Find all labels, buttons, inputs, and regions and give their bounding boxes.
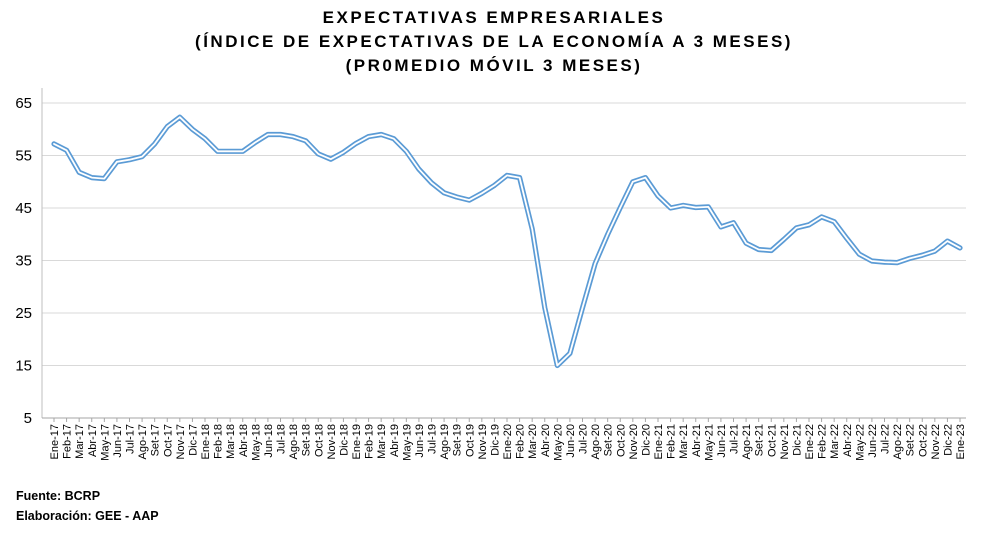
x-tick-label: Jul-20 <box>578 424 590 454</box>
y-tick-label: 15 <box>15 358 32 375</box>
y-tick-label: 35 <box>15 253 32 270</box>
x-tick-label: Abr-21 <box>691 424 703 457</box>
x-tick-label: Jun-21 <box>716 424 728 458</box>
x-tick-label: May-17 <box>99 424 111 461</box>
x-tick-label: Ago-18 <box>288 424 300 459</box>
x-tick-label: Nov-18 <box>326 424 338 459</box>
x-tick-label: Mar-18 <box>225 424 237 459</box>
x-tick-label: Dic-19 <box>489 424 501 456</box>
x-tick-label: Oct-17 <box>162 424 174 457</box>
x-tick-label: Jun-22 <box>867 424 879 458</box>
x-tick-label: Ago-20 <box>590 424 602 459</box>
x-tick-label: Dic-22 <box>942 424 954 456</box>
elaboration-note: Elaboración: GEE - AAP <box>16 509 159 523</box>
x-tick-label: Set-17 <box>150 424 162 456</box>
x-tick-label: Feb-22 <box>817 424 829 459</box>
x-tick-label: Set-19 <box>452 424 464 456</box>
x-tick-label: Oct-20 <box>615 424 627 457</box>
x-tick-label: Nov-17 <box>175 424 187 459</box>
y-tick-label: 45 <box>15 200 32 217</box>
x-tick-label: May-18 <box>250 424 262 461</box>
x-tick-label: Abr-17 <box>87 424 99 457</box>
x-tick-label: Feb-18 <box>213 424 225 459</box>
x-tick-label: Ago-22 <box>892 424 904 459</box>
x-tick-label: Jun-20 <box>565 424 577 458</box>
y-tick-label: 55 <box>15 148 32 165</box>
x-tick-label: Jun-19 <box>414 424 426 458</box>
x-tick-label: Feb-17 <box>62 424 74 459</box>
x-tick-label: Abr-20 <box>540 424 552 457</box>
x-tick-label: Ene-17 <box>49 424 61 459</box>
x-tick-label: Oct-22 <box>917 424 929 457</box>
x-tick-label: Dic-20 <box>640 424 652 456</box>
x-tick-label: Feb-19 <box>364 424 376 459</box>
x-tick-label: Mar-17 <box>74 424 86 459</box>
x-tick-label: Jul-18 <box>276 424 288 454</box>
x-tick-label: Dic-17 <box>187 424 199 456</box>
x-tick-label: Oct-19 <box>464 424 476 457</box>
x-tick-label: Nov-22 <box>930 424 942 459</box>
x-tick-label: Ene-22 <box>804 424 816 459</box>
x-tick-label: Abr-19 <box>389 424 401 457</box>
x-tick-label: Nov-19 <box>477 424 489 459</box>
x-tick-label: Ene-18 <box>200 424 212 459</box>
x-tick-label: Jul-22 <box>880 424 892 454</box>
x-tick-label: Dic-18 <box>338 424 350 456</box>
x-tick-label: Ago-21 <box>741 424 753 459</box>
y-tick-label: 25 <box>15 305 32 322</box>
x-tick-label: Jul-19 <box>427 424 439 454</box>
x-tick-label: May-21 <box>703 424 715 461</box>
series-line-outer <box>51 114 963 369</box>
x-tick-label: May-22 <box>854 424 866 461</box>
x-tick-label: Abr-18 <box>238 424 250 457</box>
x-tick-label: Ago-17 <box>137 424 149 459</box>
x-tick-label: May-19 <box>401 424 413 461</box>
x-tick-label: Abr-22 <box>842 424 854 457</box>
chart-subtitle-2: (PR0MEDIO MÓVIL 3 MESES) <box>345 56 643 75</box>
x-tick-label: Jul-21 <box>729 424 741 454</box>
x-tick-label: Ago-19 <box>439 424 451 459</box>
x-tick-label: Mar-22 <box>829 424 841 459</box>
y-tick-label: 5 <box>24 410 32 427</box>
x-tick-label: Nov-21 <box>779 424 791 459</box>
x-tick-label: May-20 <box>552 424 564 461</box>
chart-subtitle: (ÍNDICE DE EXPECTATIVAS DE LA ECONOMÍA A… <box>195 32 793 51</box>
x-tick-label: Oct-18 <box>313 424 325 457</box>
x-tick-label: Jun-17 <box>112 424 124 458</box>
x-tick-label: Mar-20 <box>527 424 539 459</box>
x-tick-label: Mar-21 <box>678 424 690 459</box>
x-tick-label: Set-21 <box>754 424 766 456</box>
x-tick-label: Oct-21 <box>766 424 778 457</box>
y-tick-label: 65 <box>15 95 32 112</box>
x-tick-label: Ene-19 <box>351 424 363 459</box>
x-tick-label: Mar-19 <box>376 424 388 459</box>
x-tick-label: Feb-21 <box>666 424 678 459</box>
chart-title-block: EXPECTATIVAS EMPRESARIALES (ÍNDICE DE EX… <box>0 6 988 78</box>
series-line-inner <box>53 116 961 367</box>
x-tick-label: Set-18 <box>301 424 313 456</box>
source-note: Fuente: BCRP <box>16 489 101 503</box>
x-tick-label: Dic-21 <box>791 424 803 456</box>
x-tick-label: Ene-20 <box>502 424 514 459</box>
chart-title: EXPECTATIVAS EMPRESARIALES <box>322 8 666 27</box>
x-tick-label: Jul-17 <box>125 424 137 454</box>
x-tick-label: Ene-21 <box>653 424 665 459</box>
x-tick-label: Nov-20 <box>628 424 640 459</box>
x-tick-label: Set-22 <box>905 424 917 456</box>
x-tick-label: Ene-23 <box>955 424 967 459</box>
x-tick-label: Set-20 <box>603 424 615 456</box>
x-tick-label: Jun-18 <box>263 424 275 458</box>
x-tick-label: Feb-20 <box>515 424 527 459</box>
